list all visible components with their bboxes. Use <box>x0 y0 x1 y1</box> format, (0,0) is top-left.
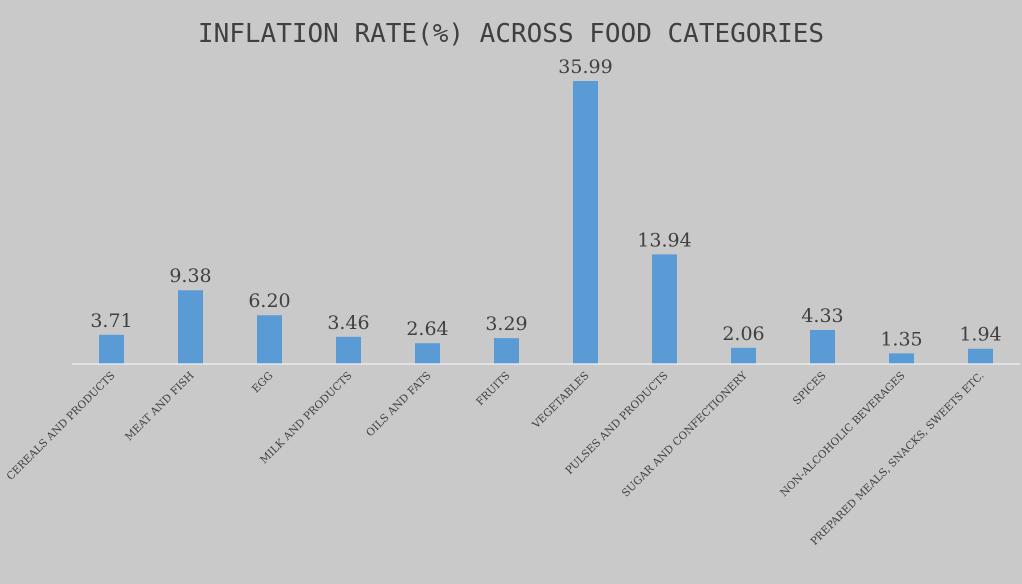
data-label-1: 9.38 <box>169 265 211 287</box>
bar-2 <box>257 315 282 364</box>
category-label-11: PREPARED MEALS, SNACKS, SWEETS ETC. <box>808 370 986 548</box>
category-label-10: NON-ALCOHOLIC BEVERAGES <box>778 370 908 500</box>
data-label-7: 13.94 <box>637 229 691 251</box>
data-label-4: 2.64 <box>406 318 448 340</box>
bar-11 <box>968 348 993 364</box>
bar-8 <box>731 347 756 364</box>
bar-10 <box>889 353 914 364</box>
data-label-6: 35.99 <box>558 56 612 78</box>
category-label-1: MEAT AND FISH <box>123 370 197 444</box>
data-label-3: 3.46 <box>327 312 369 334</box>
bar-7 <box>652 254 677 364</box>
data-label-9: 4.33 <box>801 305 843 327</box>
bar-6 <box>573 81 598 364</box>
value-labels-group: 3.71 9.38 6.20 3.46 2.64 3.29 35.99 13.94 2.06 4.… <box>90 56 1001 350</box>
data-label-8: 2.06 <box>722 323 764 345</box>
bars-group <box>99 81 993 364</box>
bar-4 <box>415 343 440 364</box>
bar-5 <box>494 338 519 364</box>
bar-1 <box>178 290 203 364</box>
category-label-8: SUGAR AND CONFECTIONERY <box>620 369 751 500</box>
data-label-0: 3.71 <box>90 310 132 332</box>
chart-title: INFLATION RATE(%) ACROSS FOOD CATEGORIES <box>198 19 824 49</box>
data-label-2: 6.20 <box>248 290 290 312</box>
data-label-10: 1.35 <box>880 328 922 350</box>
category-label-6: VEGETABLES <box>529 370 591 432</box>
category-label-4: OILS AND FATS <box>364 370 434 440</box>
category-label-3: MILK AND PRODUCTS <box>258 370 355 467</box>
category-label-5: FRUITS <box>474 370 512 408</box>
bar-9 <box>810 329 835 364</box>
category-label-9: SPICES <box>791 370 829 408</box>
category-label-0: CEREALS AND PRODUCTS <box>5 370 118 483</box>
data-label-5: 3.29 <box>485 313 527 335</box>
data-label-11: 1.94 <box>959 324 1001 346</box>
category-labels-group: CEREALS AND PRODUCTS MEAT AND FISH EGGMILK… <box>5 369 987 548</box>
bar-3 <box>336 336 361 364</box>
category-label-2: EGG <box>250 370 276 396</box>
bar-0 <box>99 334 124 364</box>
